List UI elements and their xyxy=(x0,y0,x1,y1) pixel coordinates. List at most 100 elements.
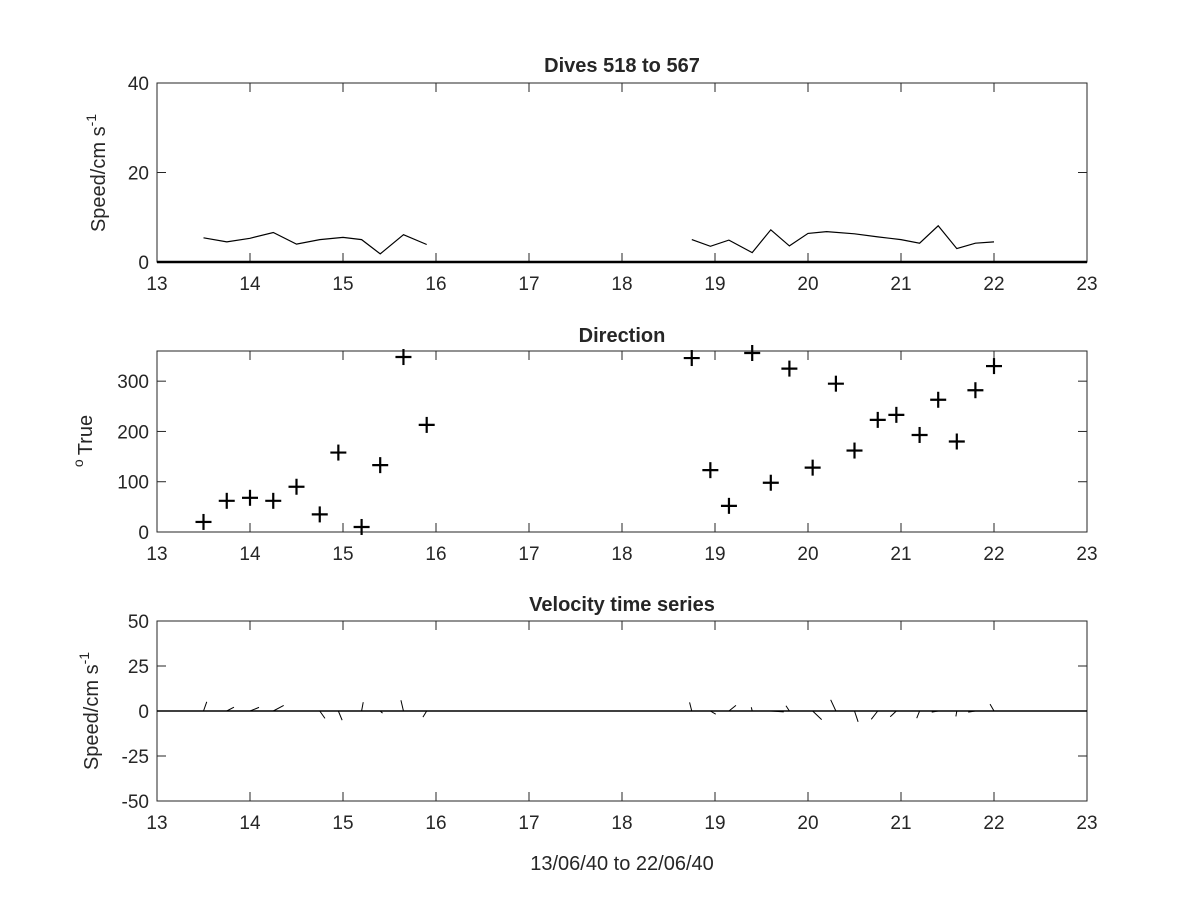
velocity-stick xyxy=(337,710,343,721)
velocity-stick xyxy=(812,710,822,721)
velocity-stick xyxy=(968,710,976,713)
panel-title: Dives 518 to 567 xyxy=(544,55,700,77)
x-tick-label: 19 xyxy=(704,544,725,565)
speed-panel: Dives 518 to 567 Speed/cm s-1 13 14 15 16 17… xyxy=(83,55,1098,295)
x-tick-label: 22 xyxy=(983,813,1004,834)
y-axis-label-prefix: o xyxy=(70,459,86,467)
x-tick-label: 21 xyxy=(890,274,911,295)
y-tick-label: 0 xyxy=(138,253,149,274)
direction-point xyxy=(744,345,761,362)
x-tick-label: 16 xyxy=(425,813,446,834)
y-tick-label: -50 xyxy=(122,792,149,813)
x-tick-label: 20 xyxy=(797,544,818,565)
x-tick-label: 23 xyxy=(1076,813,1097,834)
y-axis-label: Speed/cm s-1 xyxy=(76,652,103,770)
direction-point xyxy=(781,360,798,377)
velocity-stick xyxy=(361,702,364,712)
y-axis-label-superscript: -1 xyxy=(76,652,92,665)
y-axis-label-superscript: -1 xyxy=(83,114,99,127)
velocity-stick xyxy=(989,703,995,712)
direction-point xyxy=(195,513,212,530)
x-tick-label: 13 xyxy=(146,274,167,295)
velocity-stick xyxy=(379,710,383,714)
x-tick-label: 22 xyxy=(983,274,1004,295)
direction-point xyxy=(288,478,305,495)
y-tick-label: 0 xyxy=(138,702,149,723)
direction-point xyxy=(702,462,719,479)
direction-point xyxy=(846,442,863,459)
direction-point xyxy=(930,391,947,408)
velocity-stick xyxy=(273,704,284,712)
direction-point xyxy=(804,459,821,476)
x-tick-label: 21 xyxy=(890,813,911,834)
direction-point xyxy=(330,444,347,461)
x-tick-label: 14 xyxy=(239,544,261,565)
velocity-stick xyxy=(785,705,790,712)
velocity-stick xyxy=(422,710,428,718)
speed-series-line xyxy=(203,231,427,255)
velocity-stick xyxy=(710,710,717,715)
y-axis-label: o True xyxy=(70,415,97,467)
x-tick-label: 16 xyxy=(425,544,446,565)
y-tick-label: 0 xyxy=(138,523,149,544)
y-axis-label-text: Speed/cm s xyxy=(81,664,103,770)
direction-point xyxy=(888,406,905,423)
y-tick-label: 300 xyxy=(117,372,149,393)
x-tick-label: 19 xyxy=(704,274,725,295)
x-tick-label: 18 xyxy=(611,544,632,565)
direction-point xyxy=(869,411,886,428)
direction-point xyxy=(418,416,435,433)
velocity-stick xyxy=(955,710,958,717)
direction-point xyxy=(683,350,700,367)
direction-point xyxy=(311,506,328,523)
direction-point xyxy=(762,474,779,491)
panel-title: Velocity time series xyxy=(529,594,715,616)
x-tick-label: 19 xyxy=(704,813,725,834)
y-tick-label: 20 xyxy=(128,164,149,185)
x-tick-label: 15 xyxy=(332,813,353,834)
y-tick-label: 200 xyxy=(117,422,149,443)
velocity-stick xyxy=(728,705,737,712)
x-tick-label: 14 xyxy=(239,274,261,295)
y-axis-label-text: True xyxy=(75,415,97,455)
velocity-stick xyxy=(931,710,939,713)
x-tick-label: 23 xyxy=(1076,544,1097,565)
speed-series-line xyxy=(691,224,995,254)
velocity-stick xyxy=(249,706,260,712)
velocity-stick xyxy=(400,700,404,712)
x-tick-label: 17 xyxy=(518,544,539,565)
velocity-stick xyxy=(830,699,837,712)
direction-point xyxy=(395,349,412,366)
direction-point xyxy=(353,518,370,535)
direction-point xyxy=(948,433,965,450)
x-tick-label: 18 xyxy=(611,274,632,295)
x-tick-label: 20 xyxy=(797,813,818,834)
x-tick-label: 15 xyxy=(332,274,353,295)
velocity-stick xyxy=(203,701,208,712)
direction-point xyxy=(720,497,737,514)
velocity-stick xyxy=(770,710,784,713)
velocity-stick xyxy=(689,702,693,712)
direction-point xyxy=(986,358,1002,375)
y-tick-label: 25 xyxy=(128,657,149,678)
velocity-stick xyxy=(916,710,921,719)
plot-frame xyxy=(156,350,1088,533)
velocity-stick xyxy=(870,710,879,720)
x-tick-label: 14 xyxy=(239,813,261,834)
x-tick-label: 17 xyxy=(518,813,539,834)
velocity-stick xyxy=(319,710,326,719)
x-tick-label: 22 xyxy=(983,544,1004,565)
velocity-panel: Velocity time series Speed/cm s-1 13/06/… xyxy=(76,594,1098,875)
direction-point xyxy=(242,489,258,506)
x-tick-label: 15 xyxy=(332,544,353,565)
velocity-stick xyxy=(854,710,859,722)
x-tick-label: 18 xyxy=(611,813,632,834)
y-tick-label: -25 xyxy=(122,747,149,768)
direction-point xyxy=(372,457,389,474)
direction-point xyxy=(218,492,235,509)
x-axis-label: 13/06/40 to 22/06/40 xyxy=(530,853,714,875)
x-tick-label: 21 xyxy=(890,544,911,565)
y-tick-label: 40 xyxy=(128,74,149,95)
velocity-stick xyxy=(889,710,897,718)
